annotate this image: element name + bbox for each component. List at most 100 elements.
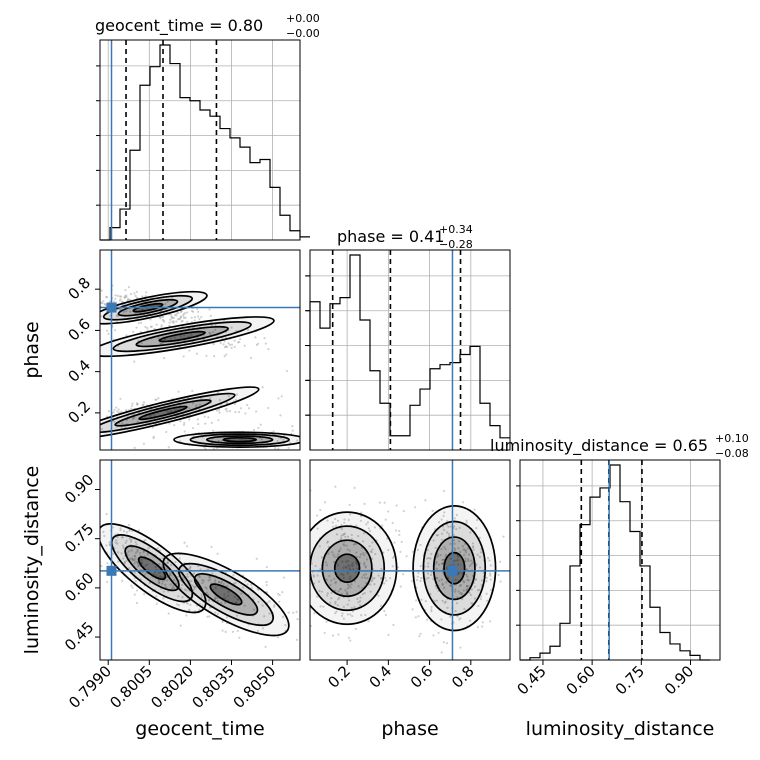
sample-point	[363, 553, 366, 557]
sample-point	[210, 421, 213, 424]
xtick-label-geocent_time-4: 0.8050	[230, 662, 280, 712]
sample-point	[113, 420, 116, 424]
sample-point	[326, 594, 329, 597]
sample-point	[255, 557, 258, 560]
sample-point	[267, 406, 270, 410]
sample-point	[136, 420, 139, 423]
sample-point	[427, 576, 430, 580]
sample-point	[157, 563, 161, 566]
sample-point	[129, 557, 132, 560]
sample-point	[103, 302, 106, 306]
density-fill	[159, 331, 206, 342]
sample-point	[392, 623, 395, 627]
sample-point	[441, 532, 444, 535]
sample-point	[489, 578, 492, 581]
sample-point	[191, 584, 194, 587]
sample-point	[489, 620, 492, 623]
sample-point	[180, 320, 183, 323]
sample-point	[364, 613, 367, 617]
sample-point	[335, 533, 339, 536]
sample-point	[121, 300, 124, 303]
sample-point	[272, 430, 275, 433]
sample-point	[104, 303, 107, 306]
sample-point	[237, 598, 240, 601]
sample-point	[348, 599, 351, 602]
xlabel-geocent-time: geocent_time	[135, 718, 264, 740]
sample-point	[179, 315, 182, 319]
sample-point	[443, 511, 446, 514]
sample-point	[221, 629, 224, 632]
sample-point	[415, 599, 418, 602]
sample-point	[325, 578, 328, 581]
sample-point	[317, 580, 321, 583]
sample-point	[339, 587, 343, 591]
sample-point	[345, 544, 348, 547]
sample-point	[214, 328, 217, 331]
sample-point	[233, 595, 236, 599]
sample-point	[392, 555, 396, 558]
sample-point	[442, 514, 445, 518]
sample-point	[228, 343, 231, 347]
contour-line	[100, 316, 275, 358]
sample-point	[354, 627, 357, 631]
sample-point	[442, 489, 446, 493]
sample-point	[356, 597, 359, 600]
sample-point	[161, 582, 164, 585]
sample-point	[358, 556, 361, 559]
sample-point	[125, 531, 129, 534]
sample-point	[436, 555, 439, 558]
sample-point	[472, 546, 475, 549]
sample-point	[209, 332, 212, 335]
sample-point	[454, 610, 457, 613]
sample-point	[52, 507, 54, 509]
sample-point	[467, 558, 470, 561]
sample-point	[419, 543, 422, 547]
contour-line	[100, 290, 208, 325]
sample-point	[171, 296, 174, 299]
density-fill	[210, 584, 242, 605]
sample-point	[278, 594, 281, 597]
sample-point	[437, 521, 441, 524]
sample-point	[231, 630, 235, 633]
sample-point	[391, 521, 394, 525]
sample-point	[119, 529, 122, 532]
sample-point	[326, 540, 330, 543]
truth-marker	[106, 565, 117, 576]
sample-point	[134, 580, 137, 583]
sample-point	[368, 545, 371, 548]
sample-point	[224, 596, 227, 599]
sample-point	[124, 288, 127, 292]
sample-point	[208, 606, 212, 609]
sample-point	[133, 571, 136, 574]
sample-point	[348, 584, 351, 587]
sample-point	[225, 402, 228, 405]
sample-point	[131, 558, 134, 561]
sample-point	[465, 519, 468, 522]
sample-point	[364, 566, 367, 569]
xlabel-luminosity-distance: luminosity_distance	[526, 718, 715, 740]
sample-point	[176, 603, 179, 606]
sample-point	[476, 553, 479, 556]
density-fill	[139, 406, 187, 420]
sample-point	[441, 583, 444, 587]
sample-point	[345, 591, 349, 594]
sample-point	[432, 539, 435, 542]
sample-point	[145, 291, 148, 294]
sample-point	[478, 588, 481, 591]
sample-point	[166, 561, 170, 564]
sample-point	[362, 532, 366, 535]
sample-point	[359, 519, 362, 522]
sample-point	[462, 589, 465, 592]
sample-point	[325, 564, 329, 567]
sample-point	[178, 557, 181, 560]
sample-point	[216, 552, 219, 555]
sample-point	[158, 581, 161, 584]
sample-point	[429, 557, 432, 560]
sample-point	[250, 583, 253, 586]
sample-point	[405, 555, 408, 558]
sample-point	[369, 550, 373, 553]
sample-point	[221, 337, 224, 340]
sample-point	[416, 548, 420, 551]
sample-point	[200, 596, 203, 599]
xtick-label-luminosity_distance-1: 0.60	[563, 662, 599, 698]
